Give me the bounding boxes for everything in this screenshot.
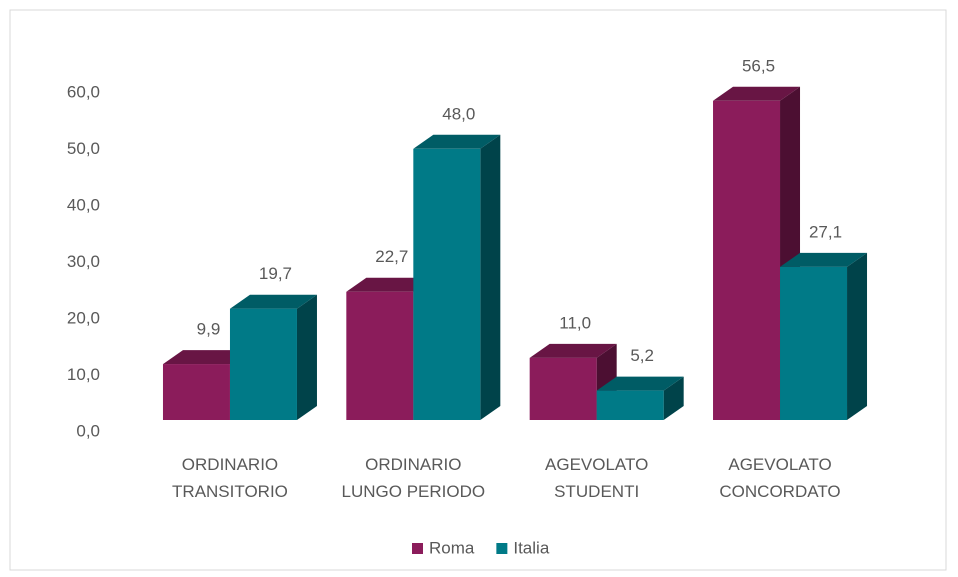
bar [529,343,617,420]
bar-top [713,86,801,101]
bar-front [529,357,597,420]
bar-side [296,294,317,420]
bar-top [229,294,317,309]
bar-top [529,343,617,358]
x-tick-line: CONCORDATO [719,482,840,501]
data-label: 27,1 [809,222,842,241]
bar [229,294,317,420]
bar-top [780,252,868,267]
bar-front [413,148,481,421]
bar-top [162,350,250,365]
bar-top [596,376,684,391]
x-tick-label: ORDINARIO TRANSITORIO [172,455,288,501]
x-tick-label: AGEVOLATO STUDENTI [545,455,648,501]
bar [780,252,868,420]
bar-front [713,100,781,421]
x-tick-label: AGEVOLATO CONCORDATO [719,455,840,501]
y-tick-label: 60,0 [67,82,100,101]
bar-side [663,376,684,420]
x-tick-line: STUDENTI [554,482,639,501]
data-label: 9,9 [197,320,221,339]
x-tick-line: LUNGO PERIODO [342,482,486,501]
y-tick-label: 10,0 [67,365,100,384]
x-tick-line: ORDINARIO [365,455,461,474]
data-label: 22,7 [375,247,408,266]
data-label: 11,0 [559,313,591,332]
legend-label: Italia [513,538,549,557]
bar-front [162,364,230,420]
legend-swatch [412,543,423,554]
data-label: 56,5 [742,56,775,75]
legend-label: Roma [429,538,475,557]
x-tick-line: AGEVOLATO [545,455,648,474]
data-label: 5,2 [630,346,654,365]
bar-front [780,266,848,420]
data-label: 19,7 [259,264,292,283]
data-label: 48,0 [442,104,475,123]
y-tick-label: 40,0 [67,195,100,214]
bar-front [346,291,414,420]
x-tick-line: AGEVOLATO [728,455,831,474]
bar-top [346,277,434,292]
y-tick-label: 50,0 [67,139,100,158]
bar-front [596,390,664,420]
bar [596,376,684,420]
x-tick-line: TRANSITORIO [172,482,288,501]
y-tick-label: 0,0 [76,421,100,440]
bar-front [229,308,297,420]
legend-swatch [496,543,508,554]
x-tick-line: ORDINARIO [182,455,278,474]
bar-side [847,252,868,420]
bar-side [480,134,501,421]
bar [413,134,501,421]
y-tick-label: 20,0 [67,308,100,327]
y-tick-label: 30,0 [67,252,100,271]
bar-top [413,134,501,149]
x-tick-label: ORDINARIO LUNGO PERIODO [342,455,486,501]
